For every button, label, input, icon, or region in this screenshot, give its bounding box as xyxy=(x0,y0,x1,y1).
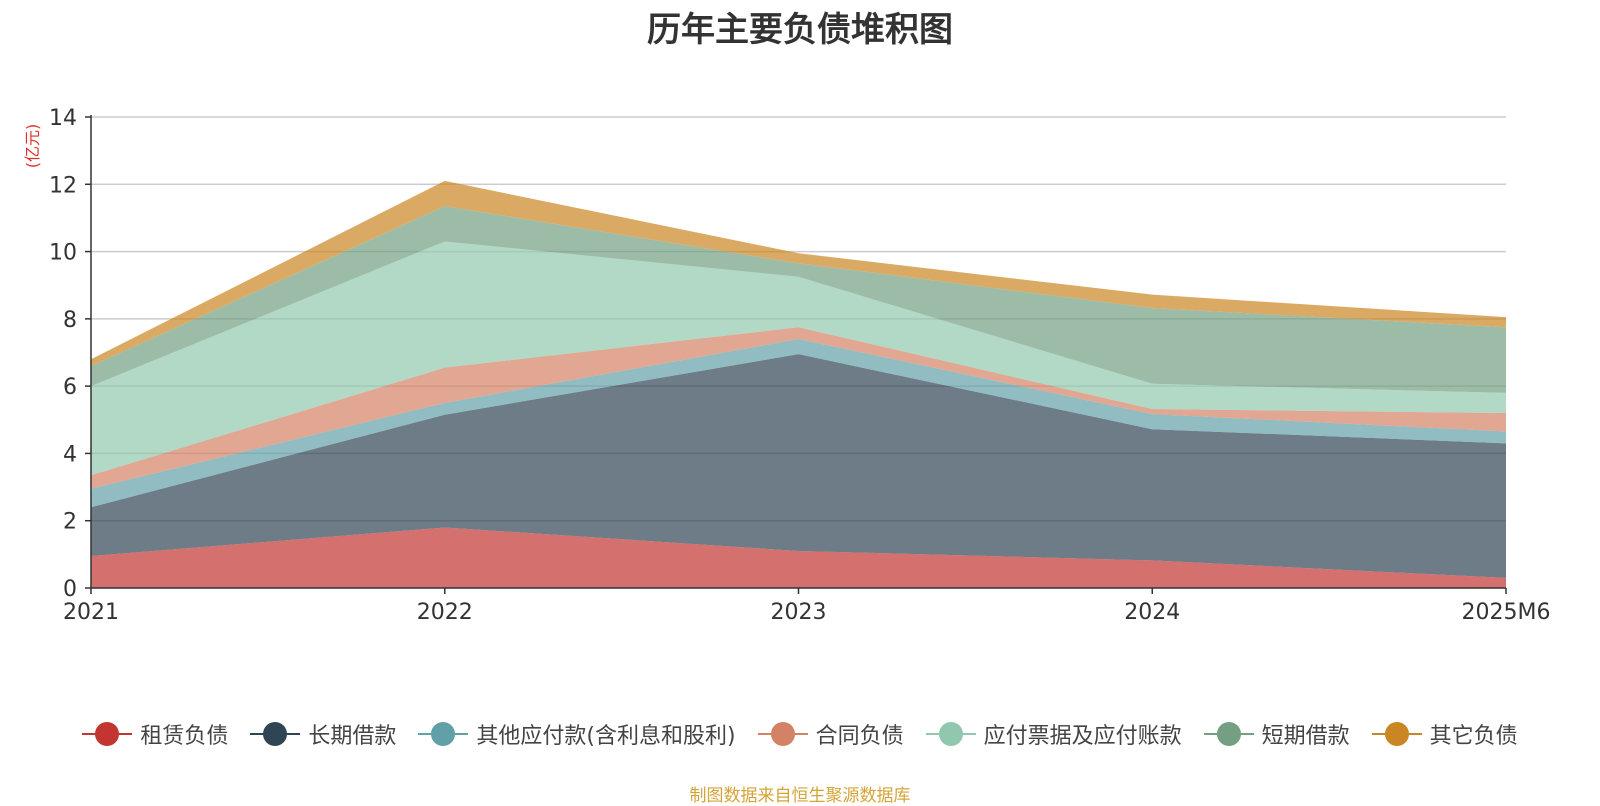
legend-item[interactable]: 长期借款 xyxy=(250,718,396,750)
y-tick-label: 10 xyxy=(49,241,77,266)
y-tick-label: 0 xyxy=(63,577,77,602)
x-tick-label: 2024 xyxy=(1124,600,1180,625)
legend-marker-icon xyxy=(250,722,301,746)
x-tick-label: 2022 xyxy=(417,600,473,625)
y-tick-label: 12 xyxy=(49,173,77,198)
legend-label: 长期借款 xyxy=(308,724,397,749)
area-series-layer xyxy=(91,180,1506,588)
legend-label: 短期借款 xyxy=(1261,724,1350,749)
x-tick-label: 2021 xyxy=(63,600,119,625)
legend-label: 租赁负债 xyxy=(140,724,229,749)
x-tick-label: 2023 xyxy=(771,600,827,625)
legend-marker-icon xyxy=(1371,722,1422,746)
area-series-0 xyxy=(91,527,1506,588)
legend-marker-icon xyxy=(418,722,469,746)
legend-label: 合同负债 xyxy=(815,724,904,749)
legend-marker-icon xyxy=(757,722,808,746)
area-series-5 xyxy=(91,206,1506,393)
chart-title: 历年主要负债堆积图 xyxy=(647,10,953,50)
y-tick-label: 14 xyxy=(49,106,77,131)
legend-marker-icon xyxy=(1203,722,1254,746)
legend-label: 其他应付款(含利息和股利) xyxy=(476,724,736,749)
area-series-4 xyxy=(91,241,1506,476)
legend-marker-icon xyxy=(925,722,976,746)
y-tick-label: 6 xyxy=(63,375,77,400)
legend-item[interactable]: 合同负债 xyxy=(757,718,904,750)
x-tick-label: 2025M6 xyxy=(1462,600,1551,625)
legend-label: 应付票据及应付账款 xyxy=(983,724,1182,749)
legend: 租赁负债 长期借款 其他应付款(含利息和股利) 合同负债 应付票据及应付账款 短期借款 其它… xyxy=(0,718,1600,750)
legend-marker-icon xyxy=(82,722,133,746)
legend-item[interactable]: 其它负债 xyxy=(1371,718,1518,750)
y-tick-label: 4 xyxy=(63,442,77,467)
y-axis-unit-label: (亿元) xyxy=(23,124,42,169)
legend-item[interactable]: 短期借款 xyxy=(1203,718,1350,750)
axes: 0 2 4 6 8 10 12 14 2021 2022 2023 2024 2025M6 xyxy=(49,106,1550,625)
legend-label: 其它负债 xyxy=(1429,724,1518,749)
y-tick-label: 2 xyxy=(63,510,77,535)
legend-item[interactable]: 应付票据及应付账款 xyxy=(925,718,1182,750)
area-series-2 xyxy=(91,339,1506,508)
source-note: 制图数据来自恒生聚源数据库 xyxy=(689,786,911,806)
y-tick-label: 8 xyxy=(63,308,77,333)
legend-item[interactable]: 其他应付款(含利息和股利) xyxy=(418,718,736,750)
legend-item[interactable]: 租赁负债 xyxy=(82,718,228,750)
area-series-1 xyxy=(91,354,1506,578)
